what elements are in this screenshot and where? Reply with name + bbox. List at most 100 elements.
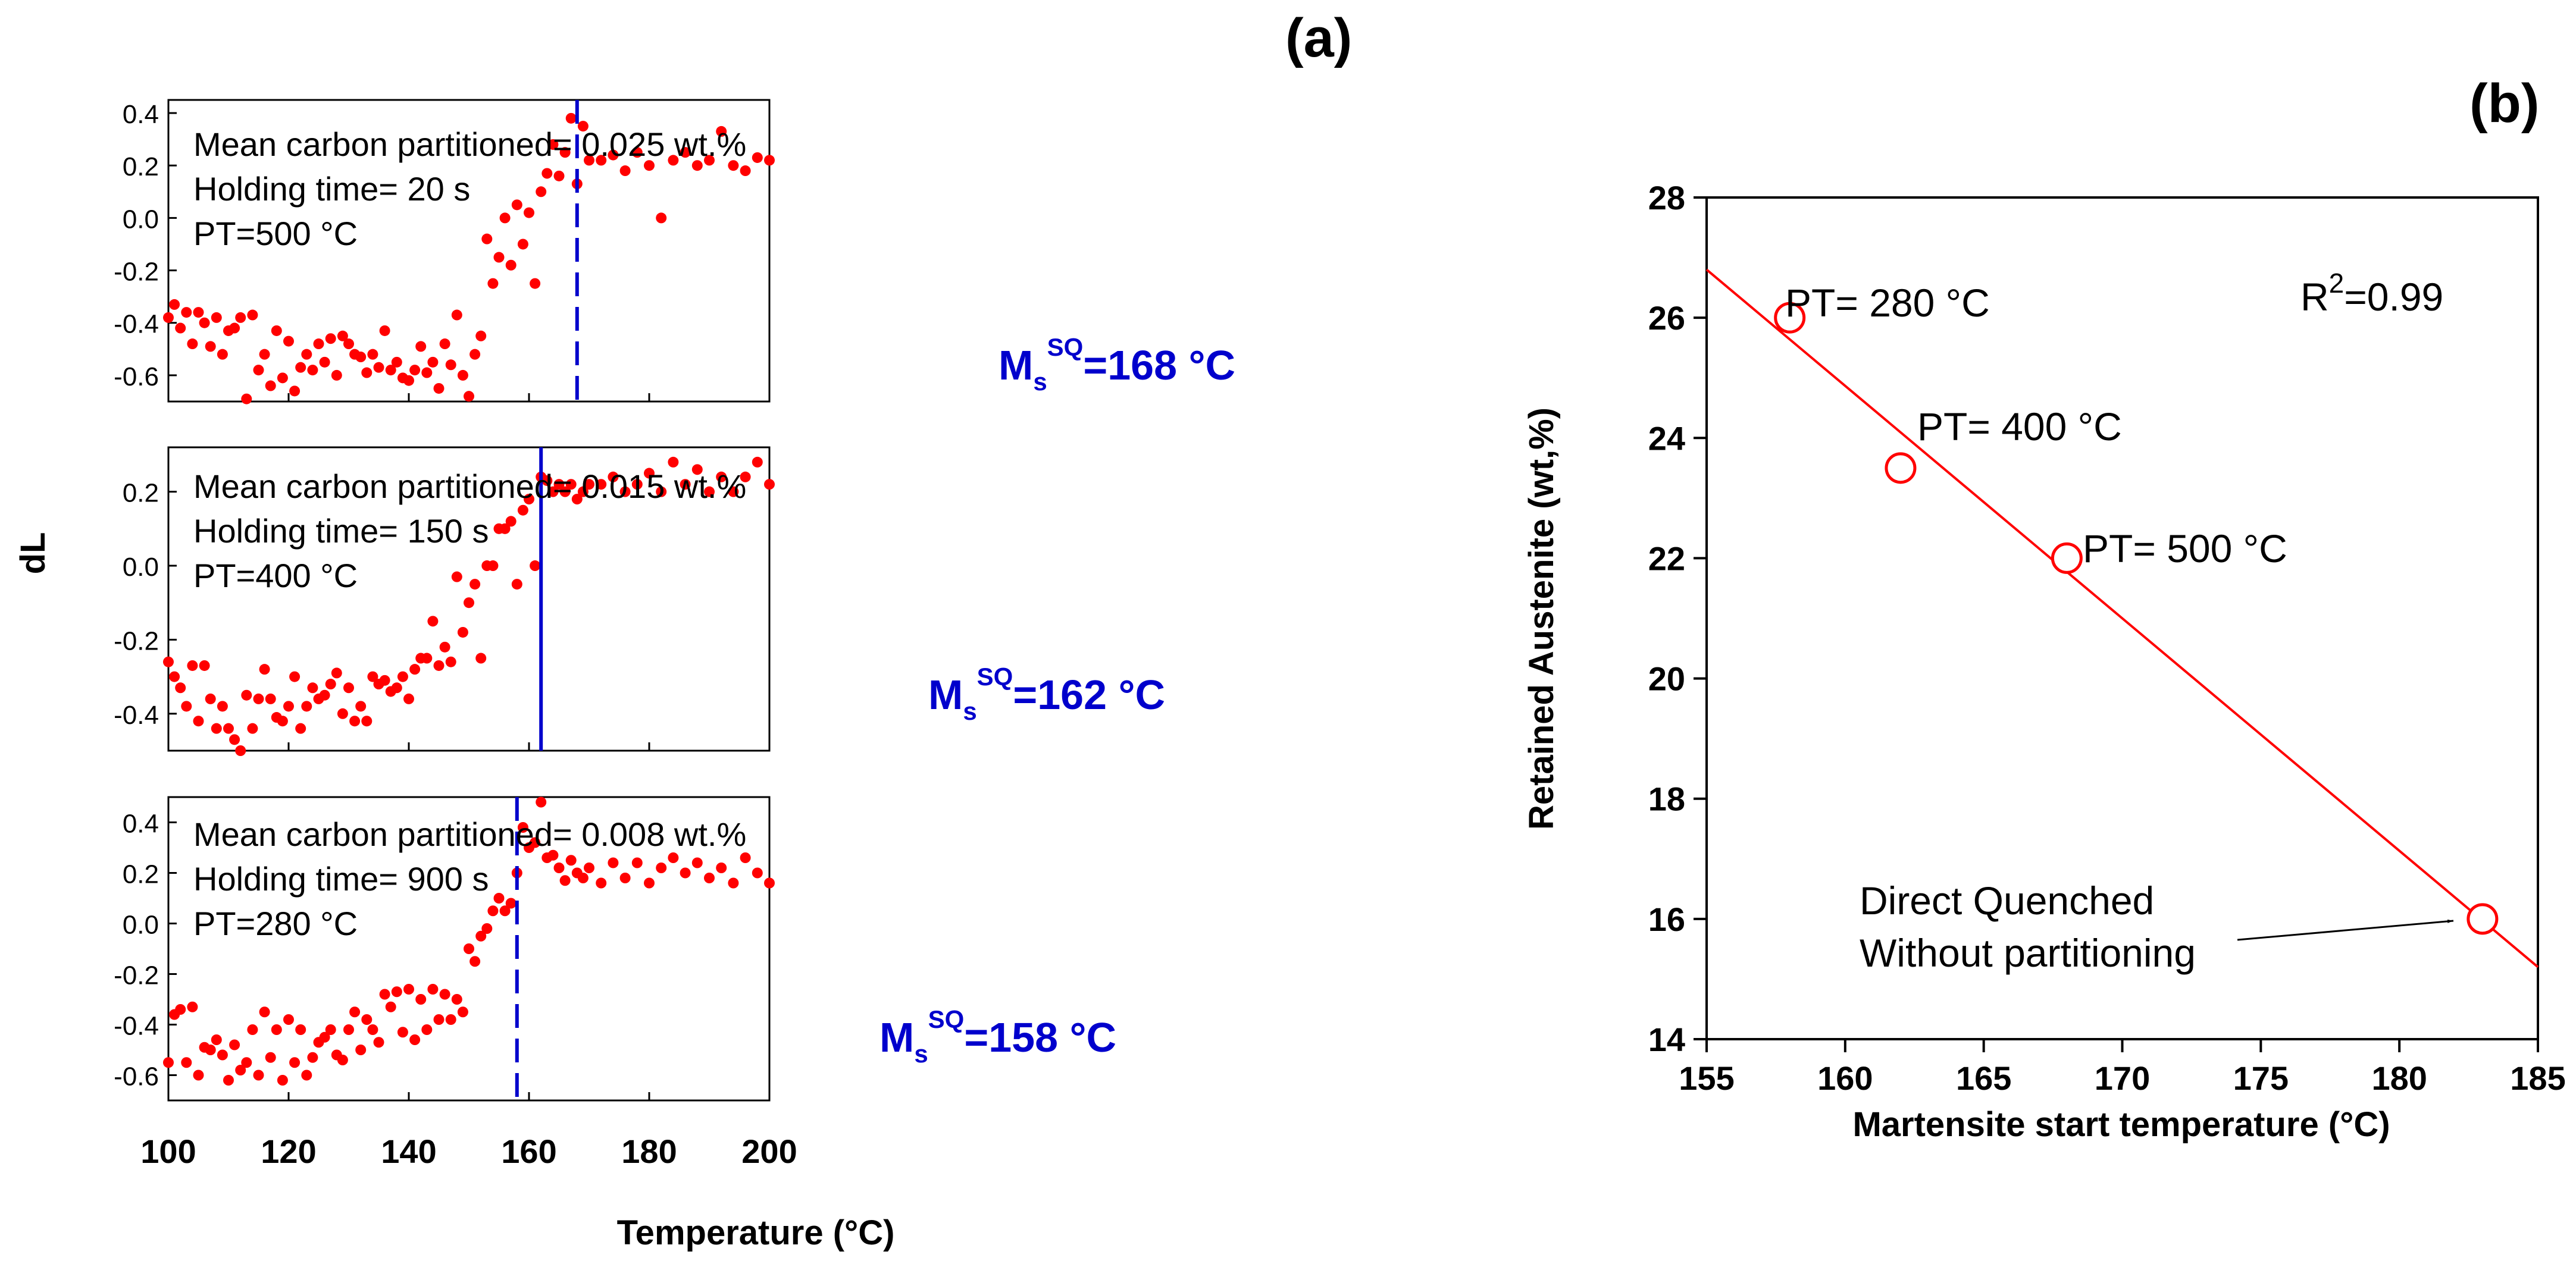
- subplot-3-ms-label-main: M: [879, 1014, 914, 1061]
- data-point: [1885, 452, 1917, 484]
- subplot-1-annotation-line-1: Mean carbon partitioned= 0.025 wt.%: [193, 126, 746, 163]
- panel-b-label: (b): [2469, 73, 2539, 134]
- data-point: [163, 312, 174, 323]
- data-point: [319, 689, 330, 701]
- data-point: [451, 571, 462, 582]
- data-point: [517, 822, 528, 833]
- data-point: [319, 1031, 330, 1043]
- subplot-2-ms-label-rest: =162 °C: [1013, 672, 1165, 718]
- y-tick-label: 0.0: [123, 205, 159, 234]
- data-point: [367, 671, 378, 682]
- data-point: [644, 877, 655, 889]
- data-point: [439, 338, 450, 350]
- data-point: [553, 170, 565, 181]
- data-point: [704, 486, 715, 497]
- data-point: [668, 456, 679, 468]
- data-point: [451, 309, 462, 321]
- data-point: [403, 984, 414, 995]
- data-point: [223, 723, 234, 734]
- data-point: [385, 1001, 396, 1012]
- data-point: [565, 112, 577, 124]
- data-point: [716, 863, 727, 873]
- y-tick-label: 20: [1648, 660, 1685, 698]
- data-point: [445, 656, 456, 667]
- data-point: [511, 579, 522, 590]
- callout-arrow: [2237, 919, 2454, 941]
- data-point: [289, 1057, 301, 1068]
- subplot-1-annotation-line-2: Holding time= 20 s: [193, 170, 470, 208]
- data-point: [752, 867, 763, 879]
- subplot-3: 0.4 0.2 0.0 -0.2 -0.4 -0.6 Mean carbon partit…: [114, 796, 1116, 1102]
- subplot-3-ms-label: MsSQ=158 °C: [879, 1005, 1116, 1068]
- r-squared-rest: =0.99: [2344, 275, 2443, 319]
- data-point: [235, 745, 246, 756]
- data-point: [373, 1037, 384, 1048]
- data-point: [704, 873, 715, 883]
- data-point: [427, 616, 439, 627]
- y-tick-label: 0.0: [123, 911, 159, 940]
- data-point: [451, 994, 462, 1005]
- data-point: [229, 1039, 240, 1050]
- r-squared-main: R: [2300, 275, 2329, 319]
- data-point: [355, 701, 367, 712]
- data-point: [475, 653, 487, 664]
- y-tick-label: 0.0: [123, 553, 159, 582]
- data-point: [493, 252, 505, 263]
- x-tick-label: 170: [2095, 1059, 2150, 1097]
- data-point: [481, 233, 493, 244]
- data-point: [205, 341, 216, 352]
- data-point: [379, 989, 390, 1000]
- subplot-1-ms-label-sub: s: [1033, 368, 1047, 396]
- data-point: [493, 893, 505, 904]
- data-point: [307, 1052, 318, 1063]
- data-point: [307, 682, 318, 694]
- point-label-400: PT= 400 °C: [1917, 404, 2122, 449]
- y-tick-label: -0.2: [114, 258, 159, 287]
- data-point: [409, 365, 421, 376]
- data-point: [301, 1070, 312, 1081]
- data-point: [181, 1057, 192, 1068]
- data-point: [361, 716, 373, 727]
- y-tick-label: 28: [1648, 179, 1685, 217]
- y-tick-label: 0.2: [123, 860, 159, 889]
- subplot-1-y-ticks: 0.4 0.2 0.0 -0.2 -0.4 -0.6: [114, 100, 771, 402]
- data-point: [577, 486, 589, 497]
- data-point: [547, 139, 559, 150]
- data-point: [193, 1070, 204, 1081]
- subplot-3-frame: [167, 796, 771, 1102]
- x-tick-label: 200: [741, 1133, 797, 1170]
- data-point: [517, 504, 528, 516]
- data-point: [644, 160, 655, 171]
- data-point: [680, 479, 691, 490]
- data-point: [511, 199, 522, 211]
- data-point: [175, 682, 186, 694]
- data-point: [505, 516, 517, 527]
- data-point: [577, 121, 589, 132]
- subplot-2-annotation-line-1: Mean carbon partitioned= 0.015 wt.%: [193, 468, 746, 505]
- data-point: [301, 349, 312, 360]
- data-point: [277, 1075, 288, 1086]
- x-tick-label: 165: [1956, 1059, 2011, 1097]
- data-point: [199, 660, 210, 671]
- subplot-1: 0.4 0.2 0.0 -0.2 -0.4 -0.6 Mean carbon partit…: [114, 99, 1235, 404]
- data-point: [631, 147, 643, 158]
- subplot-1-ms-label-sup: SQ: [1047, 333, 1084, 361]
- y-tick-label: 22: [1648, 540, 1685, 577]
- data-point: [547, 486, 559, 497]
- data-point: [571, 494, 583, 505]
- data-point: [475, 930, 487, 942]
- data-point: [764, 479, 775, 490]
- data-point: [391, 356, 402, 368]
- data-point: [265, 693, 276, 704]
- data-point: [223, 1075, 234, 1086]
- data-point: [271, 325, 282, 336]
- data-point: [241, 393, 252, 404]
- y-tick-label: 0.4: [123, 810, 159, 839]
- data-point: [361, 1014, 373, 1025]
- subplot-3-annotation-line-2: Holding time= 900 s: [193, 860, 489, 898]
- data-point: [487, 560, 499, 572]
- data-point: [283, 1014, 294, 1025]
- subplot-2-ms-label-sup: SQ: [977, 663, 1013, 691]
- data-point: [553, 479, 565, 490]
- data-point: [253, 693, 264, 704]
